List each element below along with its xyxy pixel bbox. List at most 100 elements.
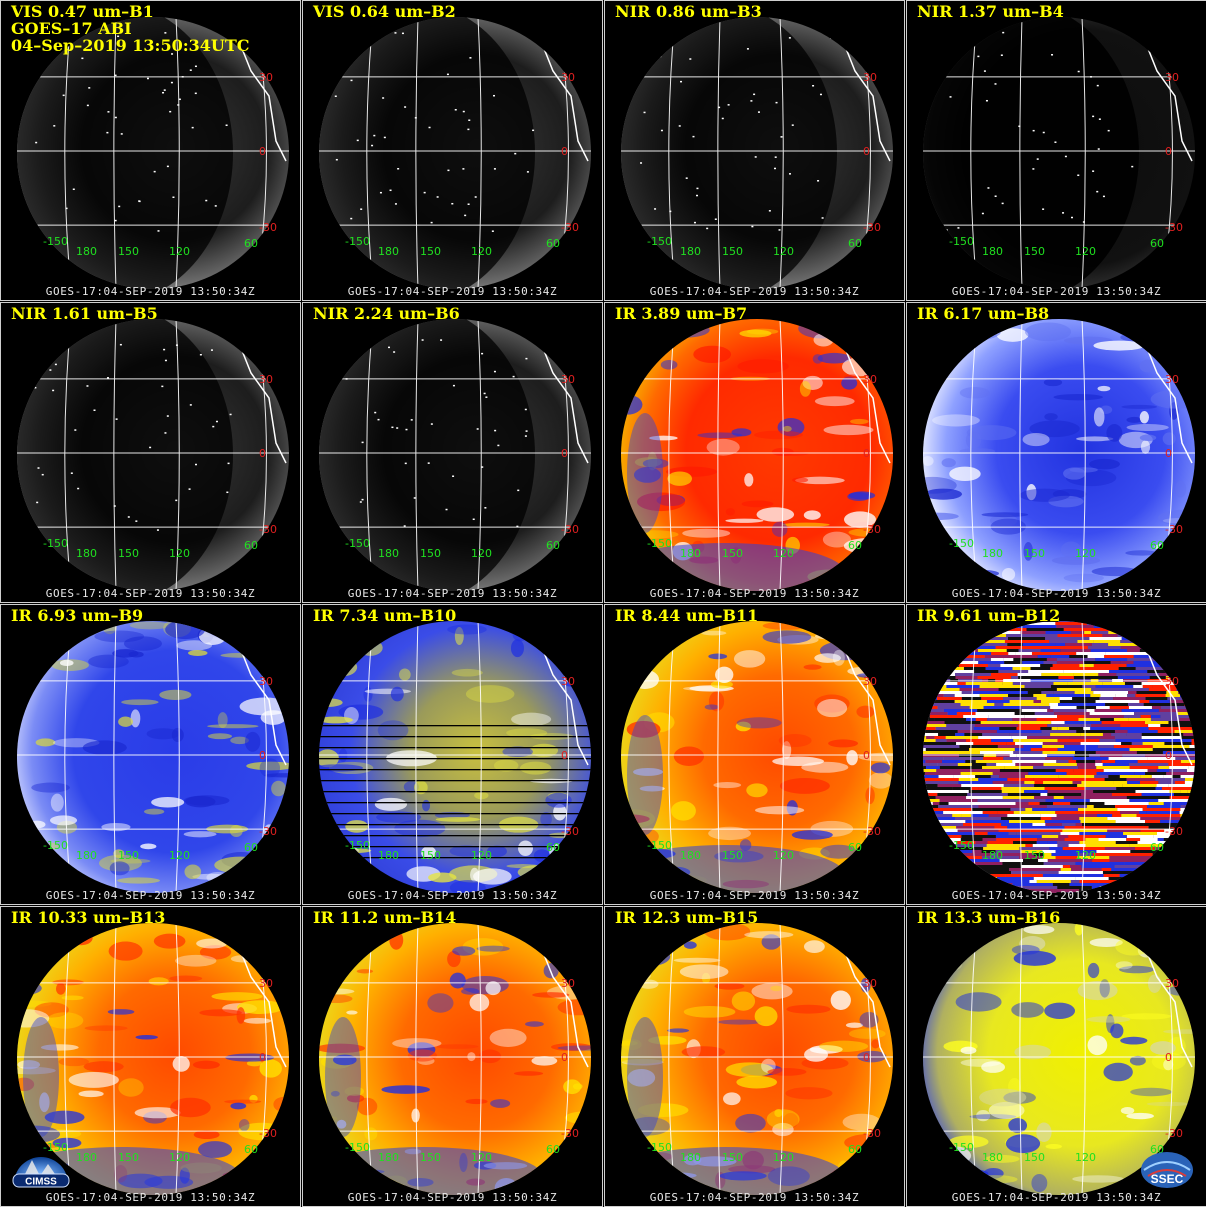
longitude-label: 150	[1024, 547, 1045, 560]
latitude-label: 30	[1165, 373, 1179, 386]
earth-disk	[621, 319, 893, 591]
longitude-label: 120	[1075, 547, 1096, 560]
band-title: IR 13.3 um–B16	[917, 908, 1061, 927]
latitude-label: -30	[259, 825, 277, 838]
panel-footer-timestamp: GOES-17:04-SEP-2019 13:50:34Z	[649, 587, 860, 600]
earth-disk-image: 30 0 -30 -150 180 150 120 60	[319, 923, 591, 1195]
longitude-label: 120	[773, 547, 794, 560]
longitude-label: 150	[420, 547, 441, 560]
panel-footer-timestamp: GOES-17:04-SEP-2019 13:50:34Z	[347, 285, 558, 298]
longitude-label: 60	[244, 1143, 258, 1156]
latitude-label: 0	[259, 749, 266, 762]
longitude-label: 120	[471, 849, 492, 862]
latitude-label: 30	[561, 373, 575, 386]
longitude-label: 60	[848, 1143, 862, 1156]
satellite-instrument-label: GOES–17 ABI	[11, 19, 132, 38]
longitude-label: 180	[982, 1151, 1003, 1164]
satellite-panel: 30 0 -30 -150 180 150 120 60 IR 12.3 um–B15 GOES-…	[604, 906, 905, 1207]
longitude-label: 150	[420, 245, 441, 258]
earth-disk-image: 30 0 -30 -150 180 150 120 60	[17, 923, 289, 1195]
longitude-label: 180	[378, 849, 399, 862]
latitude-label: -30	[863, 825, 881, 838]
longitude-label: 60	[546, 539, 560, 552]
longitude-label: 150	[722, 547, 743, 560]
longitude-label: 150	[118, 547, 139, 560]
earth-disk-image: 30 0 -30 -150 180 150 120 60	[621, 621, 893, 893]
longitude-label: -150	[647, 839, 672, 852]
earth-disk	[621, 621, 893, 893]
longitude-label: 60	[848, 539, 862, 552]
longitude-label: 150	[1024, 245, 1045, 258]
longitude-label: -150	[949, 839, 974, 852]
cimss-logo-text: CIMSS	[25, 1177, 57, 1188]
longitude-label: 180	[378, 245, 399, 258]
longitude-label: 180	[378, 547, 399, 560]
longitude-label: -150	[949, 1141, 974, 1154]
latitude-label: -30	[561, 1127, 579, 1140]
latitude-label: 30	[1165, 977, 1179, 990]
latitude-label: -30	[259, 1127, 277, 1140]
satellite-panel: 30 0 -30 -150 180 150 120 60 IR 11.2 um–B14 GOES-…	[302, 906, 603, 1207]
band-title: NIR 1.37 um–B4	[917, 2, 1064, 21]
earth-disk	[923, 319, 1195, 591]
earth-disk-image: 30 0 -30 -150 180 150 120 60	[319, 17, 591, 289]
band-title: IR 12.3 um–B15	[615, 908, 759, 927]
latitude-label: 0	[1165, 447, 1172, 460]
longitude-label: 150	[1024, 849, 1045, 862]
timestamp-label: 04–Sep–2019 13:50:34UTC	[11, 36, 250, 55]
panel-footer-timestamp: GOES-17:04-SEP-2019 13:50:34Z	[649, 889, 860, 902]
longitude-label: 60	[1150, 539, 1164, 552]
band-title: IR 3.89 um–B7	[615, 304, 748, 323]
earth-disk-image: 30 0 -30 -150 180 150 120 60	[923, 621, 1195, 893]
longitude-label: 180	[680, 1151, 701, 1164]
band-title: IR 10.33 um–B13	[11, 908, 166, 927]
latitude-label: 30	[259, 675, 273, 688]
longitude-label: 120	[471, 245, 492, 258]
longitude-label: 150	[118, 245, 139, 258]
longitude-label: 120	[773, 1151, 794, 1164]
longitude-label: -150	[647, 235, 672, 248]
band-title: NIR 2.24 um–B6	[313, 304, 460, 323]
earth-disk	[319, 923, 591, 1195]
earth-disk-image: 30 0 -30 -150 180 150 120 60	[621, 923, 893, 1195]
longitude-label: 120	[1075, 245, 1096, 258]
latitude-label: 30	[863, 71, 877, 84]
ssec-logo-text: SSEC	[1151, 1172, 1184, 1186]
longitude-label: 150	[1024, 1151, 1045, 1164]
band-title: NIR 1.61 um–B5	[11, 304, 158, 323]
earth-disk-image: 30 0 -30 -150 180 150 120 60	[319, 621, 591, 893]
longitude-label: 180	[680, 245, 701, 258]
earth-disk-image: 30 0 -30 -150 180 150 120 60	[923, 17, 1195, 289]
panel-footer-timestamp: GOES-17:04-SEP-2019 13:50:34Z	[951, 889, 1162, 902]
band-title: IR 11.2 um–B14	[313, 908, 457, 927]
earth-disk-image: 30 0 -30 -150 180 150 120 60	[621, 319, 893, 591]
longitude-label: 60	[1150, 237, 1164, 250]
satellite-panel: 30 0 -30 -150 180 150 120 60 NIR 1.37 um–B4 GOES-…	[906, 0, 1206, 301]
latitude-label: 30	[863, 373, 877, 386]
longitude-label: 120	[471, 547, 492, 560]
longitude-label: 60	[546, 237, 560, 250]
longitude-label: 180	[680, 547, 701, 560]
latitude-label: 0	[259, 447, 266, 460]
latitude-label: 0	[259, 145, 266, 158]
longitude-label: 120	[169, 1151, 190, 1164]
longitude-label: 150	[118, 1151, 139, 1164]
longitude-label: 150	[722, 1151, 743, 1164]
longitude-label: 150	[420, 849, 441, 862]
cimss-logo: CIMSS	[12, 1157, 70, 1188]
panel-footer-timestamp: GOES-17:04-SEP-2019 13:50:34Z	[45, 587, 256, 600]
longitude-label: 180	[378, 1151, 399, 1164]
latitude-label: 30	[1165, 675, 1179, 688]
earth-disk-image: 30 0 -30 -150 180 150 120 60	[17, 17, 289, 289]
longitude-label: 60	[1150, 841, 1164, 854]
latitude-label: -30	[863, 523, 881, 536]
latitude-label: 0	[1165, 749, 1172, 762]
longitude-label: 180	[76, 245, 97, 258]
satellite-panel: 30 0 -30 -150 180 150 120 60 NIR 2.24 um–B6 GOES-…	[302, 302, 603, 603]
satellite-panel: 30 0 -30 -150 180 150 120 60 IR 6.93 um–B9 GOES-1…	[0, 604, 301, 905]
longitude-label: 60	[244, 539, 258, 552]
latitude-label: -30	[863, 1127, 881, 1140]
earth-disk-image: 30 0 -30 -150 180 150 120 60	[621, 17, 893, 289]
longitude-label: -150	[949, 235, 974, 248]
longitude-label: 180	[680, 849, 701, 862]
